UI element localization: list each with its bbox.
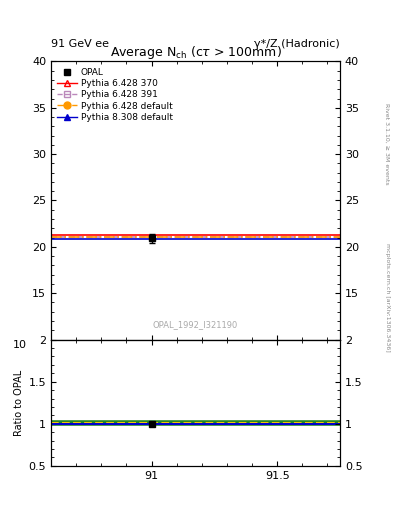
Legend: OPAL, Pythia 6.428 370, Pythia 6.428 391, Pythia 6.428 default, Pythia 8.308 def: OPAL, Pythia 6.428 370, Pythia 6.428 391… xyxy=(55,66,174,123)
Text: 91 GeV ee: 91 GeV ee xyxy=(51,38,109,49)
Text: OPAL_1992_I321190: OPAL_1992_I321190 xyxy=(153,321,238,329)
Text: γ*/Z (Hadronic): γ*/Z (Hadronic) xyxy=(254,38,340,49)
Y-axis label: Ratio to OPAL: Ratio to OPAL xyxy=(15,370,24,436)
Text: 10: 10 xyxy=(13,339,27,350)
Text: mcplots.cern.ch [arXiv:1306.3436]: mcplots.cern.ch [arXiv:1306.3436] xyxy=(385,243,389,351)
Text: Rivet 3.1.10, ≥ 3M events: Rivet 3.1.10, ≥ 3M events xyxy=(385,102,389,184)
Title: Average N$_{\rm ch}$ (c$\tau$ > 100mm): Average N$_{\rm ch}$ (c$\tau$ > 100mm) xyxy=(110,45,281,61)
